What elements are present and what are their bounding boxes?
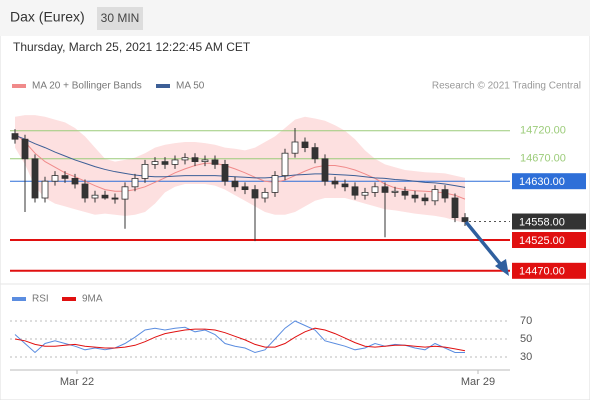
candle-body	[431, 189, 439, 202]
legend-swatch	[12, 297, 26, 301]
candle-body	[361, 191, 369, 196]
candle-body	[191, 157, 199, 162]
candle-body	[41, 180, 49, 199]
candle-body	[381, 186, 389, 193]
candle-body	[441, 189, 449, 199]
candle-body	[81, 183, 89, 199]
candle-body	[281, 152, 289, 176]
candle-body	[461, 217, 469, 222]
y-tick-label: 30	[520, 351, 532, 363]
candle-body	[101, 194, 109, 199]
candle-body	[141, 163, 149, 179]
candle-body	[241, 186, 249, 191]
candle-body	[171, 159, 179, 165]
candle-body	[421, 197, 429, 202]
forecast-arrowhead	[495, 259, 509, 276]
candle-body	[201, 159, 209, 162]
level-label: 14558.00	[519, 216, 565, 228]
y-tick-label: 70	[520, 315, 532, 327]
candle-body	[371, 186, 379, 193]
instrument-title: Dax (Eurex)	[10, 9, 85, 25]
header-bar	[0, 0, 590, 36]
candle-body	[21, 138, 29, 160]
candle-body	[401, 190, 409, 196]
level-label: 14470.00	[519, 266, 565, 278]
candle-body	[291, 141, 299, 154]
candle-body	[71, 177, 79, 185]
level-label: 14630.00	[519, 176, 565, 188]
candle-body	[261, 191, 269, 199]
candle-body	[231, 180, 239, 188]
x-tick-label: Mar 29	[461, 376, 495, 388]
legend-label: MA 20 + Bollinger Bands	[32, 81, 142, 92]
candle-body	[411, 194, 419, 199]
candle-body	[91, 194, 99, 199]
candle-body	[271, 175, 279, 193]
credit: Research © 2021 Trading Central	[432, 81, 581, 92]
level-box	[512, 173, 586, 190]
candle-body	[11, 133, 19, 140]
level-label: 14525.00	[519, 235, 565, 247]
candle-body	[321, 158, 329, 182]
moving-average	[14, 133, 466, 200]
timestamp: Thursday, March 25, 2021 12:22:45 AM CET	[13, 40, 251, 54]
candle-body	[31, 158, 39, 199]
candle-body	[391, 190, 399, 193]
candle-body	[331, 180, 339, 185]
candle-body	[301, 141, 309, 148]
candle-body	[151, 161, 159, 165]
candle-body	[121, 186, 129, 200]
candle-body	[131, 177, 139, 188]
level-box	[512, 213, 586, 230]
level-label: 14720.00	[520, 125, 566, 137]
candle-body	[211, 159, 219, 165]
legend-swatch	[156, 84, 170, 88]
level-label: 14670.00	[520, 153, 566, 165]
legend-label: 9MA	[82, 294, 103, 305]
candle-body	[251, 189, 259, 199]
forecast-arrow	[464, 220, 504, 268]
candle-body	[61, 175, 69, 179]
candle-body	[451, 197, 459, 219]
candle-body	[221, 163, 229, 182]
timeframe-label[interactable]: 30 MIN	[101, 11, 140, 25]
candle-body	[51, 175, 59, 182]
x-tick-label: Mar 22	[60, 376, 94, 388]
candle-body	[351, 186, 359, 196]
candle-body	[311, 147, 319, 160]
timeframe-button[interactable]	[97, 7, 143, 30]
y-tick-label: 50	[520, 333, 532, 345]
candle-body	[181, 157, 189, 161]
moving-average	[14, 134, 466, 188]
level-box	[512, 232, 586, 248]
candle-body	[161, 161, 169, 165]
legend-label: RSI	[32, 294, 49, 305]
level-box	[512, 262, 586, 279]
indicator-line	[14, 327, 466, 352]
legend-label: MA 50	[176, 81, 205, 92]
candle-body	[111, 197, 119, 200]
legend-swatch	[62, 297, 76, 301]
legend-swatch	[12, 84, 26, 88]
candle-body	[341, 183, 349, 188]
